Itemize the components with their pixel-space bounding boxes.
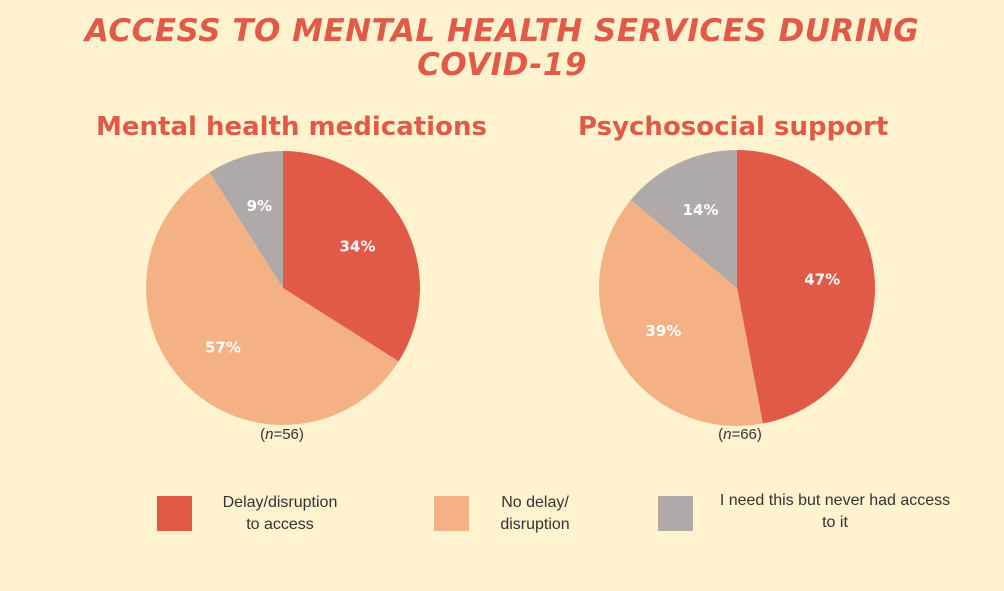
sample-size-medications: (n=56) — [260, 426, 304, 443]
legend-swatch-no-delay — [434, 496, 469, 531]
sample-size-psychosocial: (n=66) — [718, 426, 762, 443]
legend-swatch-delay — [157, 496, 192, 531]
legend-label-delay: Delay/disruption to access — [222, 494, 338, 533]
pie-label-medications-delay: 34% — [339, 238, 375, 256]
pie-slice-medications-no-access — [209, 151, 283, 288]
legend-swatch-no-access — [658, 496, 693, 531]
pie-slice-medications-no-delay — [145, 172, 399, 426]
legend-label-no-access: I need this but never had access to it — [719, 492, 951, 531]
pie-slice-medications-delay — [283, 151, 420, 362]
pie-label-medications-no-delay: 57% — [205, 339, 241, 357]
legend-label-no-delay: No delay/ disruption — [500, 494, 570, 533]
chart-title-psychosocial: Psychosocial support — [578, 112, 889, 142]
main-title-line-2: COVID-19 — [417, 47, 587, 83]
chart-title-medications: Mental health medications — [96, 112, 487, 142]
main-title: ACCESS TO MENTAL HEALTH SERVICES DURING … — [0, 14, 1004, 82]
main-title-line-1: ACCESS TO MENTAL HEALTH SERVICES DURING — [84, 13, 920, 49]
pie-label-medications-no-access: 9% — [247, 197, 272, 215]
